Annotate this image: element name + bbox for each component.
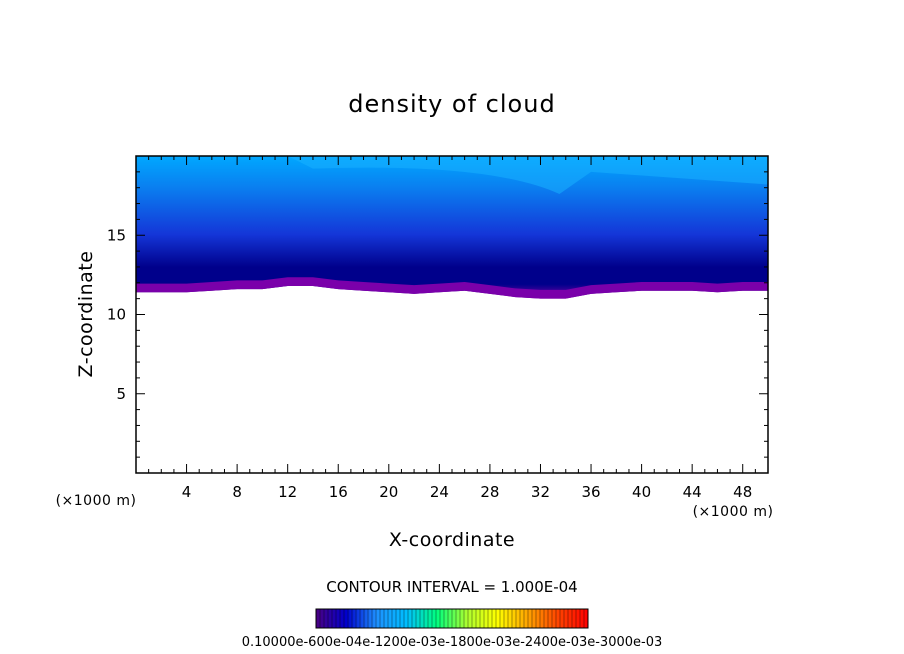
cloud-upper-patch [287,156,768,195]
x-unit-label-left: (×1000 m) [56,493,137,509]
axis-ticks [136,156,768,473]
x-tick-label: 40 [632,483,651,501]
x-tick-label: 20 [379,483,398,501]
x-tick-label: 44 [683,483,702,501]
x-tick-label: 24 [430,483,449,501]
colorbar [315,608,589,629]
y-tick-label: 5 [116,385,126,403]
x-tick-label: 48 [733,483,752,501]
x-tick-label: 4 [182,483,192,501]
x-tick-label: 12 [278,483,297,501]
cloud-base-band [136,277,768,299]
x-tick-label: 16 [329,483,348,501]
cloud-field-region [136,156,768,299]
contour-interval-label: CONTOUR INTERVAL = 1.000E-04 [326,578,577,596]
colorbar-contour-lines [319,609,585,628]
x-tick-label: 8 [232,483,242,501]
x-tick-label: 28 [480,483,499,501]
chart-title: density of cloud [348,90,555,118]
x-tick-label: 36 [581,483,600,501]
y-tick-label: 15 [107,226,126,244]
colorbar-labels: 0.10000e-600e-04e-1200e-03e-1800e-03e-24… [242,635,663,650]
x-tick-label: 32 [531,483,550,501]
y-axis-title: Z-coordinate [75,251,97,378]
x-unit-label-right: (×1000 m) [693,504,774,520]
y-tick-label: 10 [107,306,126,324]
cloud-density-field [136,156,768,299]
x-axis-title: X-coordinate [389,529,515,551]
plot-area [135,155,769,474]
